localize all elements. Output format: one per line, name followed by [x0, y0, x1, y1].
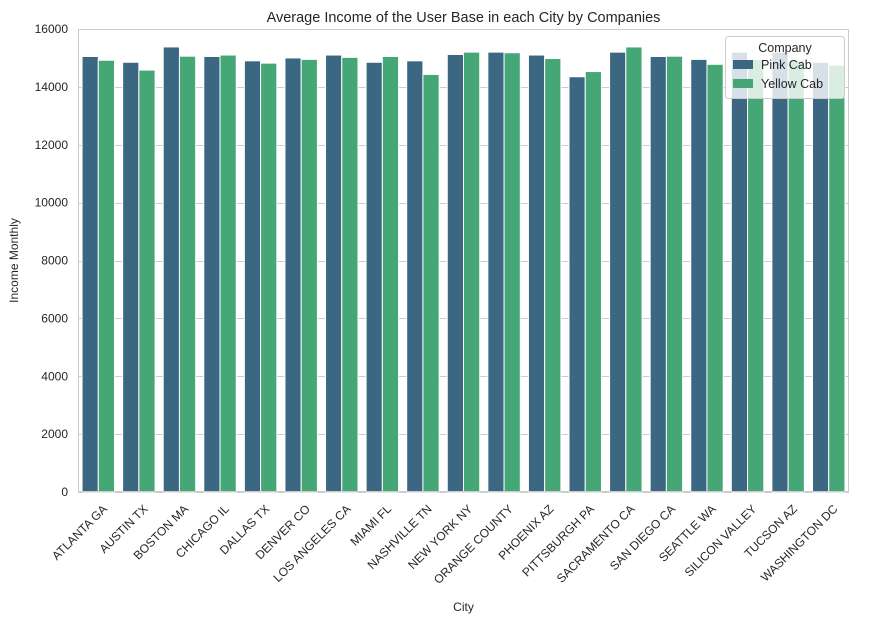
legend: Company Pink Cab Yellow Cab: [725, 36, 845, 99]
bar-yellow-cab: [300, 58, 318, 493]
bar-pink-cab: [365, 61, 383, 493]
bar-pink-cab: [690, 58, 708, 493]
bar-pink-cab: [406, 60, 424, 493]
bar-yellow-cab: [706, 63, 724, 493]
y-tick-label: 2000: [41, 427, 68, 441]
y-tick-label: 4000: [41, 369, 68, 383]
y-axis-title: Income Monthly: [7, 218, 21, 303]
legend-swatch-pink-cab: [733, 60, 753, 69]
x-tick-label: ATLANTA GA: [49, 502, 110, 563]
x-tick-label: WASHINGTON DC: [758, 502, 841, 585]
legend-title: Company: [758, 41, 812, 55]
bar-yellow-cab: [138, 69, 156, 493]
bar-pink-cab: [203, 55, 221, 493]
bar-yellow-cab: [625, 46, 643, 493]
bar-pink-cab: [771, 51, 789, 493]
x-axis-title: City: [453, 600, 474, 614]
bar-pink-cab: [527, 54, 546, 493]
bar-yellow-cab: [422, 73, 440, 493]
bar-pink-cab: [649, 55, 667, 493]
bar-pink-cab: [243, 60, 262, 493]
legend-label: Pink Cab: [761, 58, 812, 72]
bar-yellow-cab: [341, 56, 359, 493]
y-tick-label: 0: [61, 485, 68, 499]
bar-pink-cab: [730, 51, 749, 493]
bar-yellow-cab: [787, 60, 805, 493]
bar-pink-cab: [568, 76, 586, 493]
legend-box: [725, 36, 845, 99]
bar-yellow-cab: [260, 62, 278, 493]
bar-yellow-cab: [828, 64, 846, 493]
bar-pink-cab: [446, 53, 465, 493]
bar-pink-cab: [81, 55, 99, 493]
bar-pink-cab: [487, 51, 505, 493]
legend-label: Yellow Cab: [761, 77, 823, 91]
y-tick-label: 16000: [35, 22, 69, 36]
bar-yellow-cab: [219, 54, 237, 493]
bar-yellow-cab: [544, 58, 562, 493]
bar-pink-cab: [284, 57, 302, 493]
chart-title: Average Income of the User Base in each …: [267, 10, 661, 26]
x-tick-label: LOS ANGELES CA: [271, 502, 354, 585]
bar-pink-cab: [325, 54, 343, 493]
x-tick-label: PITTSBURGH PA: [519, 502, 597, 580]
bar-pink-cab: [122, 61, 140, 493]
bar-yellow-cab: [97, 59, 116, 493]
y-tick-label: 14000: [35, 80, 69, 94]
y-tick-label: 6000: [41, 311, 68, 325]
bar-yellow-cab: [747, 58, 765, 493]
x-tick-label: SILICON VALLEY: [682, 502, 760, 580]
bar-pink-cab: [811, 61, 830, 493]
bar-yellow-cab: [503, 52, 521, 493]
y-axis-ticks: 0 2000 4000 6000 8000 10000 12000 14000 16000: [35, 22, 69, 499]
bars: [81, 46, 846, 493]
bar-yellow-cab: [178, 55, 197, 493]
plot-frame: [78, 29, 849, 492]
bar-yellow-cab: [584, 71, 602, 493]
bar-yellow-cab: [665, 55, 684, 493]
bar-yellow-cab: [381, 55, 400, 493]
bar-yellow-cab: [463, 51, 481, 493]
y-tick-label: 10000: [35, 196, 69, 210]
bar-pink-cab: [609, 51, 627, 493]
legend-swatch-yellow-cab: [733, 79, 753, 88]
bar-pink-cab: [162, 46, 180, 493]
y-tick-label: 8000: [41, 254, 68, 268]
y-tick-label: 12000: [35, 138, 69, 152]
